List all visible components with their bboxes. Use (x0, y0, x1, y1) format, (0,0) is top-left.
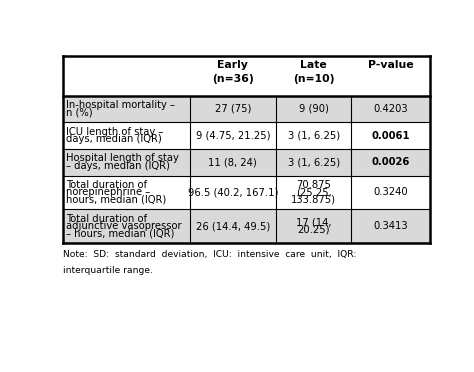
Text: 3 (1, 6.25): 3 (1, 6.25) (288, 131, 340, 141)
Text: 3 (1, 6.25): 3 (1, 6.25) (288, 157, 340, 167)
Text: (25.25,: (25.25, (296, 187, 331, 198)
Text: n (%): n (%) (66, 108, 92, 118)
Text: 0.0026: 0.0026 (372, 157, 410, 167)
Text: interquartile range.: interquartile range. (63, 266, 153, 275)
Text: 0.3413: 0.3413 (374, 221, 408, 231)
Text: 0.4203: 0.4203 (374, 104, 408, 114)
Text: (n=10): (n=10) (293, 74, 334, 84)
Text: 96.5 (40.2, 167.1): 96.5 (40.2, 167.1) (188, 187, 278, 198)
Text: – hours, median (IQR): – hours, median (IQR) (66, 229, 174, 239)
Text: 9 (4.75, 21.25): 9 (4.75, 21.25) (196, 131, 270, 141)
Text: Total duration of: Total duration of (66, 214, 147, 224)
Bar (63, 209, 430, 243)
Text: 0.3240: 0.3240 (374, 187, 408, 198)
Text: 9 (90): 9 (90) (299, 104, 328, 114)
Text: Late: Late (300, 60, 327, 70)
Text: hours, median (IQR): hours, median (IQR) (66, 195, 166, 205)
Text: norepinephrine –: norepinephrine – (66, 187, 150, 198)
Text: 17 (14,: 17 (14, (296, 218, 331, 228)
Text: P-value: P-value (368, 60, 414, 70)
Text: 26 (14.4, 49.5): 26 (14.4, 49.5) (196, 221, 270, 231)
Text: 11 (8, 24): 11 (8, 24) (209, 157, 257, 167)
Text: 27 (75): 27 (75) (215, 104, 251, 114)
Text: 133.875): 133.875) (291, 195, 336, 205)
Text: Note:  SD:  standard  deviation,  ICU:  intensive  care  unit,  IQR:: Note: SD: standard deviation, ICU: inten… (63, 250, 356, 259)
Bar (63, 96, 430, 122)
Text: days, median (IQR): days, median (IQR) (66, 134, 162, 144)
Text: – days, median (IQR): – days, median (IQR) (66, 161, 170, 171)
Text: Early: Early (218, 60, 248, 70)
Text: 0.0061: 0.0061 (372, 131, 410, 141)
Text: Hospital length of stay: Hospital length of stay (66, 154, 179, 164)
Text: Total duration of: Total duration of (66, 180, 147, 190)
Text: 20.25): 20.25) (297, 225, 330, 235)
Bar (63, 149, 430, 176)
Text: ICU length of stay –: ICU length of stay – (66, 127, 163, 137)
Text: adjunctive vasopressor: adjunctive vasopressor (66, 221, 182, 231)
Text: (n=36): (n=36) (212, 74, 254, 84)
Text: In-hospital mortality –: In-hospital mortality – (66, 100, 175, 110)
Text: 70.875: 70.875 (296, 180, 331, 190)
